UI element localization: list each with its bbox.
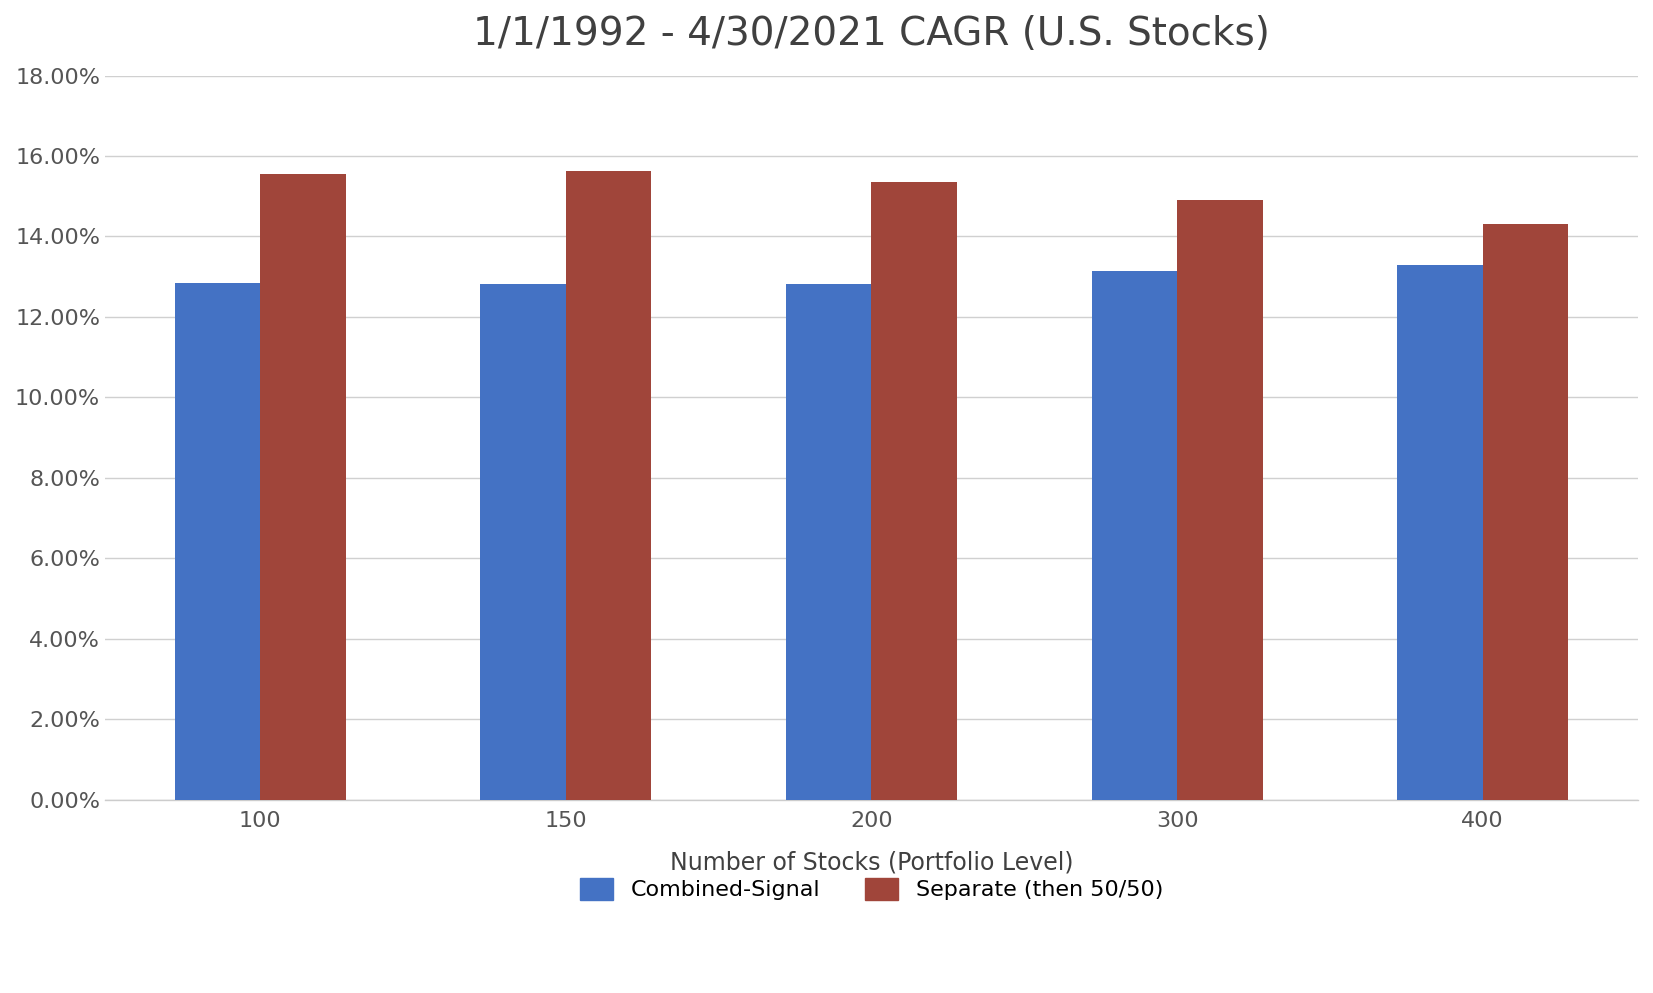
Legend: Combined-Signal, Separate (then 50/50): Combined-Signal, Separate (then 50/50) <box>569 867 1174 912</box>
Bar <box>871 182 957 799</box>
Bar <box>260 174 345 799</box>
Bar <box>785 284 871 799</box>
Bar <box>1177 201 1263 799</box>
X-axis label: Number of Stocks (Portfolio Level): Number of Stocks (Portfolio Level) <box>669 850 1073 874</box>
Bar <box>1397 264 1483 799</box>
Title: 1/1/1992 - 4/30/2021 CAGR (U.S. Stocks): 1/1/1992 - 4/30/2021 CAGR (U.S. Stocks) <box>473 15 1270 53</box>
Bar <box>1483 224 1569 799</box>
Bar <box>481 284 565 799</box>
Bar <box>175 283 260 799</box>
Bar <box>1091 271 1177 799</box>
Bar <box>565 171 651 799</box>
